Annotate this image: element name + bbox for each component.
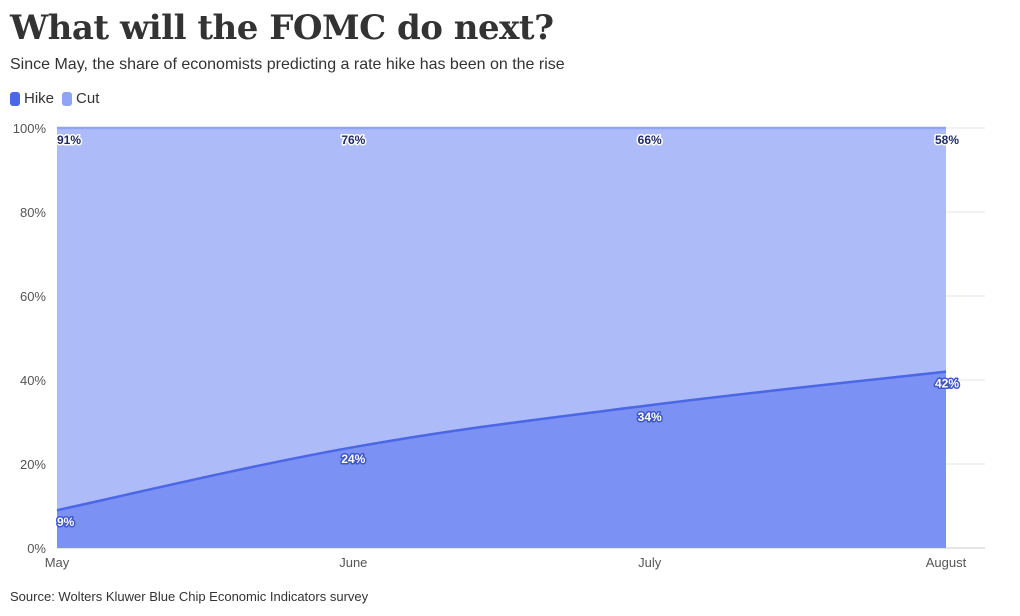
data-label-cut: 76% (341, 133, 365, 147)
y-tick-label: 20% (20, 457, 46, 472)
legend: Hike Cut (10, 90, 99, 107)
y-tick-label: 40% (20, 373, 46, 388)
x-tick-label: July (638, 555, 662, 570)
data-label-hike: 34% (638, 410, 662, 424)
data-label-hike: 24% (341, 452, 365, 466)
legend-label-hike: Hike (24, 90, 55, 107)
line-hike (56, 370, 947, 512)
chart-title: What will the FOMC do next? (10, 8, 554, 48)
source-note: Source: Wolters Kluwer Blue Chip Economi… (10, 589, 369, 604)
area-hike (57, 371, 946, 548)
x-tick-label: June (339, 555, 367, 570)
data-label-hike: 9% (57, 515, 75, 529)
data-label-hike: 42% (935, 377, 959, 391)
data-label-cut: 91% (57, 133, 81, 147)
data-label-cut: 66% (638, 133, 662, 147)
y-tick-label: 100% (13, 121, 47, 136)
legend-item-hike[interactable]: Hike (10, 90, 54, 107)
x-tick-label: August (926, 555, 967, 570)
y-tick-label: 80% (20, 205, 46, 220)
legend-label-cut: Cut (76, 90, 100, 107)
y-tick-label: 0% (27, 541, 46, 556)
chart-subtitle: Since May, the share of economists predi… (10, 56, 565, 73)
data-label-cut: 58% (935, 133, 959, 147)
y-tick-label: 60% (20, 289, 46, 304)
x-tick-label: May (45, 555, 70, 570)
legend-item-cut[interactable]: Cut (62, 90, 99, 107)
legend-swatch-cut (62, 91, 73, 106)
legend-swatch-hike (10, 91, 20, 106)
